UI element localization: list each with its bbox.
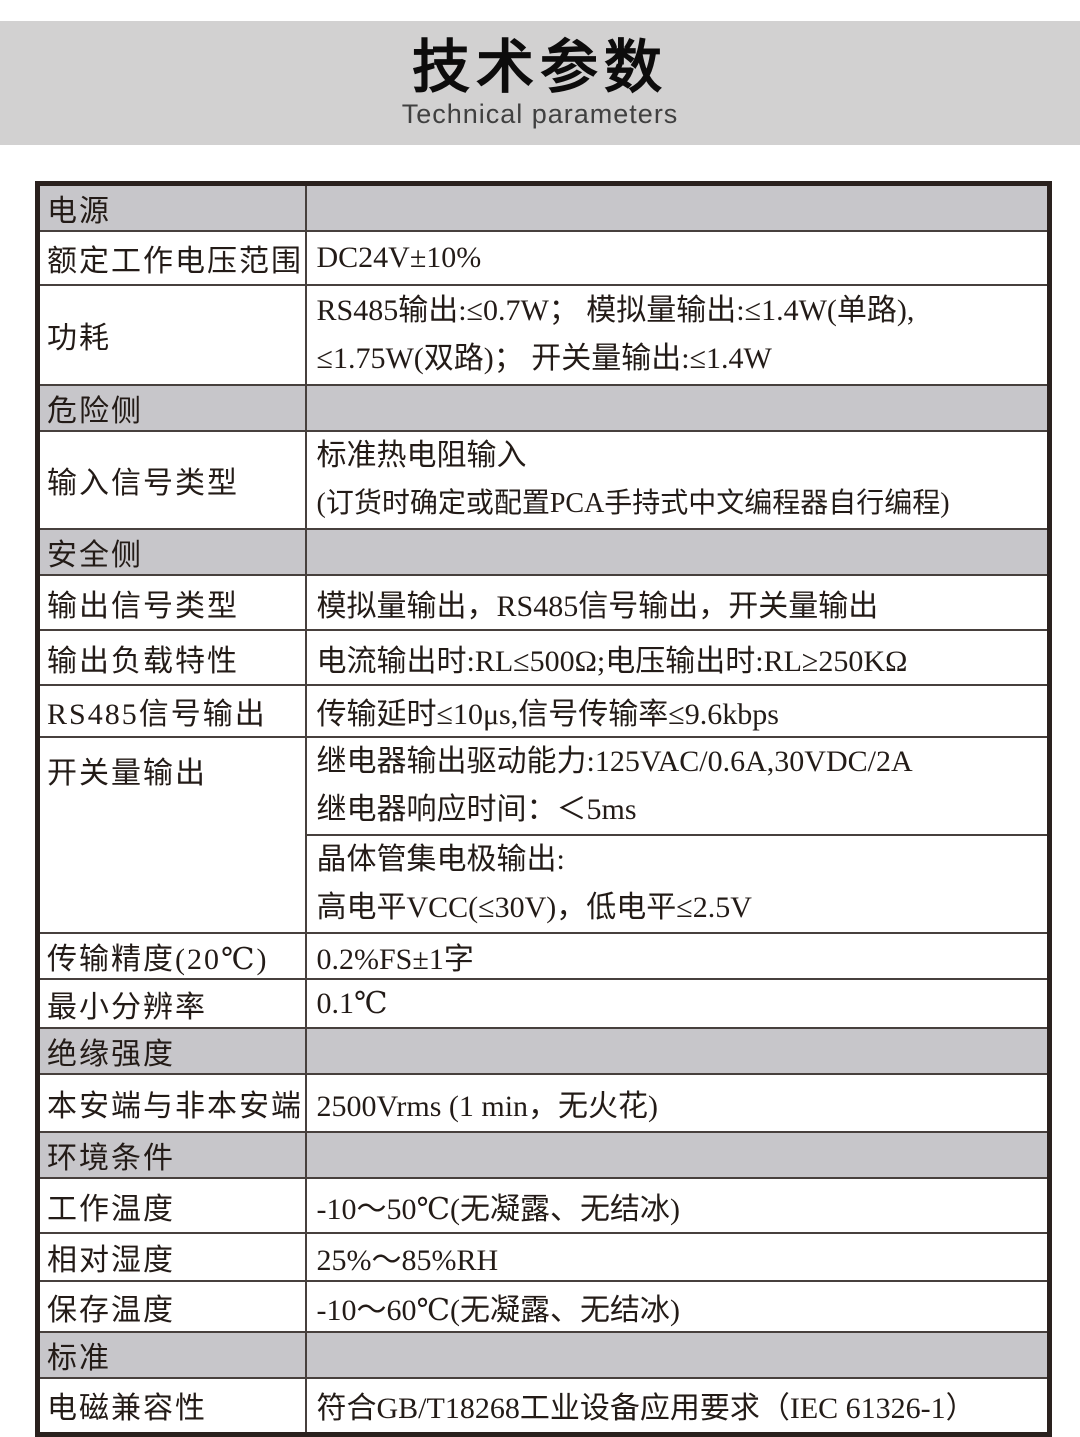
row-rs485-output: RS485信号输出 传输延时≤10μs,信号传输率≤9.6kbps bbox=[36, 684, 1051, 738]
param-label: 输出信号类型 bbox=[36, 574, 307, 631]
param-value: 25%～85%RH bbox=[304, 1232, 1051, 1282]
param-value: -10～60℃(无凝露、无结冰) bbox=[304, 1280, 1051, 1333]
section-empty-cell bbox=[304, 384, 1051, 432]
row-hazardous-side-section: 危险侧 bbox=[36, 384, 1051, 432]
row-switch-output-transistor: 晶体管集电极输出: 高电平VCC(≤30V)，低电平≤2.5V bbox=[38, 834, 1051, 934]
param-label: 本安端与非本安端 bbox=[36, 1073, 307, 1133]
row-environment-section: 环境条件 bbox=[36, 1131, 1051, 1179]
param-label: 工作温度 bbox=[36, 1177, 307, 1234]
param-label: 最小分辨率 bbox=[36, 978, 307, 1029]
row-min-resolution: 最小分辨率 0.1℃ bbox=[36, 978, 1051, 1029]
param-value: 0.1℃ bbox=[304, 978, 1051, 1029]
param-value-line: 继电器输出驱动能力:125VAC/0.6A,30VDC/2A bbox=[316, 745, 913, 778]
row-input-signal-type: 输入信号类型 标准热电阻输入 (订货时确定或配置PCA手持式中文编程器自行编程) bbox=[36, 430, 1051, 530]
row-transmission-accuracy: 传输精度(20℃) 0.2%FS±1字 bbox=[36, 932, 1051, 980]
row-safe-side-section: 安全侧 bbox=[36, 528, 1051, 576]
param-label: 额定工作电压范围 bbox=[36, 230, 307, 286]
param-value: 符合GB/T18268工业设备应用要求（IEC 61326-1） bbox=[304, 1377, 1051, 1435]
param-value: 继电器输出驱动能力:125VAC/0.6A,30VDC/2A 继电器响应时间：＜… bbox=[304, 736, 1051, 836]
param-value-line: 晶体管集电极输出: bbox=[316, 843, 565, 876]
param-value: DC24V±10% bbox=[304, 230, 1051, 286]
param-value-line: (订货时确定或配置PCA手持式中文编程器自行编程) bbox=[316, 488, 950, 519]
param-label: 开关量输出 bbox=[36, 736, 307, 934]
param-label: 输出负载特性 bbox=[36, 629, 307, 686]
row-switch-output: 开关量输出 继电器输出驱动能力:125VAC/0.6A,30VDC/2A 继电器… bbox=[36, 736, 1051, 934]
page-header: 技术参数 Technical parameters bbox=[0, 21, 1080, 145]
section-label: 环境条件 bbox=[36, 1131, 307, 1179]
row-power-consumption: 功耗 RS485输出:≤0.7W； 模拟量输出:≤1.4W(单路), ≤1.75… bbox=[36, 284, 1051, 386]
param-label: 输入信号类型 bbox=[36, 430, 307, 530]
param-value: 模拟量输出，RS485信号输出，开关量输出 bbox=[304, 574, 1051, 631]
param-value-line: 继电器响应时间：＜5ms bbox=[316, 793, 637, 826]
row-output-load: 输出负载特性 电流输出时:RL≤500Ω;电压输出时:RL≥250KΩ bbox=[36, 629, 1051, 686]
row-output-signal-type: 输出信号类型 模拟量输出，RS485信号输出，开关量输出 bbox=[36, 574, 1051, 631]
row-relative-humidity: 相对湿度 25%～85%RH bbox=[36, 1232, 1051, 1282]
section-empty-cell bbox=[304, 182, 1051, 232]
param-value: 标准热电阻输入 (订货时确定或配置PCA手持式中文编程器自行编程) bbox=[304, 430, 1051, 530]
section-label: 危险侧 bbox=[36, 384, 307, 432]
param-value-line: ≤1.75W(双路)； 开关量输出:≤1.4W bbox=[316, 342, 772, 375]
section-label: 绝缘强度 bbox=[36, 1027, 307, 1075]
param-value-line: 高电平VCC(≤30V)，低电平≤2.5V bbox=[316, 891, 752, 924]
param-value-line: RS485输出:≤0.7W； 模拟量输出:≤1.4W(单路), bbox=[316, 294, 915, 327]
param-label: 电磁兼容性 bbox=[36, 1377, 307, 1435]
row-isolation-voltage: 本安端与非本安端 2500Vrms (1 min，无火花) bbox=[36, 1073, 1051, 1133]
row-insulation-section: 绝缘强度 bbox=[36, 1027, 1051, 1075]
page-title: 技术参数 bbox=[411, 34, 668, 100]
param-label: 传输精度(20℃) bbox=[36, 932, 307, 980]
param-value: 0.2%FS±1字 bbox=[304, 932, 1051, 980]
row-emc: 电磁兼容性 符合GB/T18268工业设备应用要求（IEC 61326-1） bbox=[36, 1377, 1051, 1435]
section-empty-cell bbox=[304, 1027, 1051, 1075]
param-value: RS485输出:≤0.7W； 模拟量输出:≤1.4W(单路), ≤1.75W(双… bbox=[304, 284, 1051, 386]
param-value: 2500Vrms (1 min，无火花) bbox=[304, 1073, 1051, 1133]
row-operating-temperature: 工作温度 -10～50℃(无凝露、无结冰) bbox=[36, 1177, 1051, 1234]
section-label: 电源 bbox=[36, 182, 307, 232]
section-label: 标准 bbox=[36, 1331, 307, 1379]
param-value-line: 标准热电阻输入 bbox=[316, 439, 527, 472]
param-label: 功耗 bbox=[36, 284, 307, 386]
row-storage-temperature: 保存温度 -10～60℃(无凝露、无结冰) bbox=[36, 1280, 1051, 1333]
param-label: RS485信号输出 bbox=[36, 684, 307, 738]
param-value: 传输延时≤10μs,信号传输率≤9.6kbps bbox=[304, 684, 1051, 738]
param-label: 相对湿度 bbox=[36, 1232, 307, 1282]
param-label: 保存温度 bbox=[36, 1280, 307, 1333]
page-subtitle: Technical parameters bbox=[401, 99, 679, 130]
row-rated-voltage: 额定工作电压范围 DC24V±10% bbox=[36, 230, 1051, 286]
section-empty-cell bbox=[304, 1131, 1051, 1179]
section-empty-cell bbox=[304, 1331, 1051, 1379]
section-empty-cell bbox=[304, 528, 1051, 576]
param-value: 电流输出时:RL≤500Ω;电压输出时:RL≥250KΩ bbox=[304, 629, 1051, 686]
section-label: 安全侧 bbox=[36, 528, 307, 576]
param-value: -10～50℃(无凝露、无结冰) bbox=[304, 1177, 1051, 1234]
param-value: 晶体管集电极输出: 高电平VCC(≤30V)，低电平≤2.5V bbox=[304, 834, 1051, 934]
technical-parameters-table: 电源 额定工作电压范围 DC24V±10% 功耗 RS485输出:≤0.7W； … bbox=[35, 181, 1052, 1437]
row-power-section: 电源 bbox=[36, 182, 1051, 232]
row-standard-section: 标准 bbox=[36, 1331, 1051, 1379]
